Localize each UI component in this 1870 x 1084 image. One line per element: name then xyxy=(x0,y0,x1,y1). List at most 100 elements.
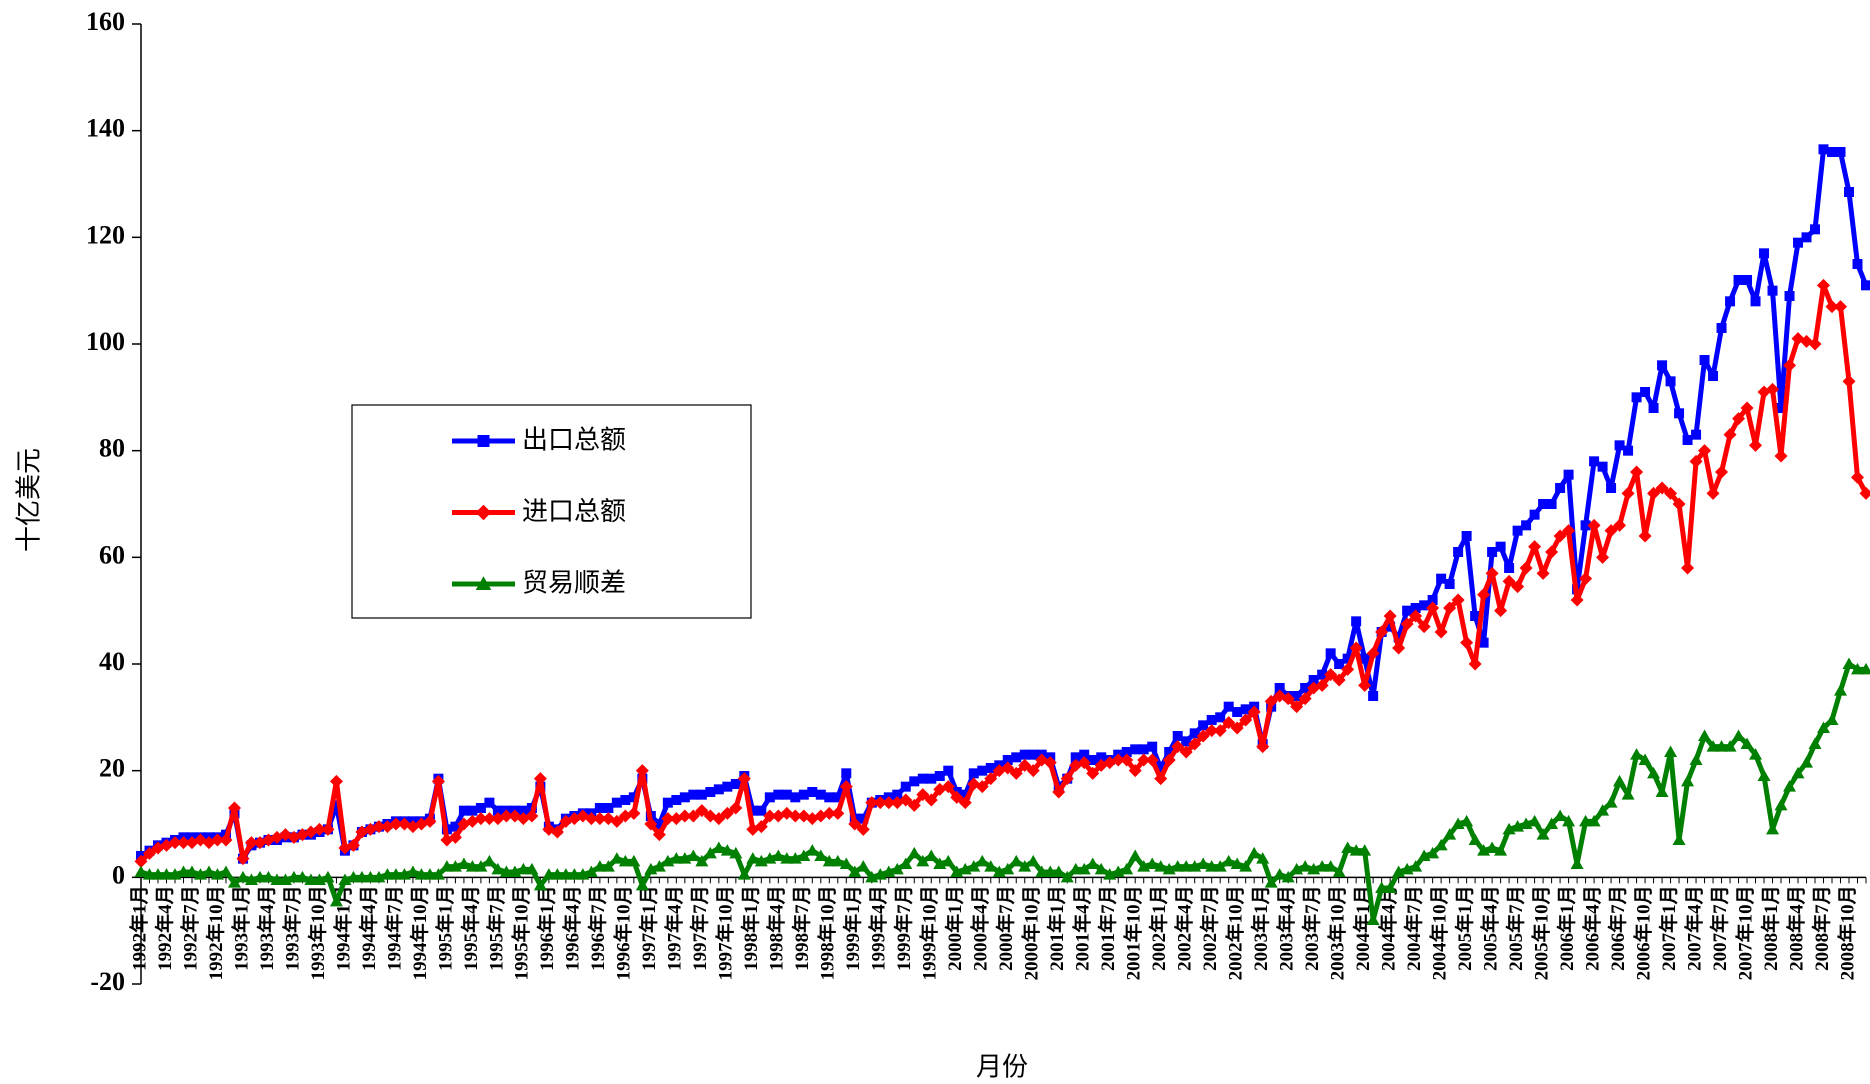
x-tick-label: 1997年10月 xyxy=(714,885,737,980)
data-point xyxy=(584,812,598,826)
data-point xyxy=(941,780,955,794)
data-point xyxy=(1759,248,1770,259)
data-point xyxy=(856,822,870,836)
data-point xyxy=(1706,486,1720,500)
data-point xyxy=(1451,593,1465,607)
data-point xyxy=(1733,275,1744,285)
data-point xyxy=(1332,865,1346,877)
data-point xyxy=(720,806,734,820)
data-point xyxy=(797,849,811,861)
data-point xyxy=(1324,668,1338,682)
data-point xyxy=(499,809,513,823)
data-point xyxy=(822,854,836,867)
data-point xyxy=(1655,481,1669,495)
legend-label: 出口总额 xyxy=(522,426,626,456)
data-point xyxy=(1111,753,1125,767)
data-point xyxy=(729,846,743,859)
data-point xyxy=(227,876,241,888)
y-tick-label: 60 xyxy=(99,540,125,569)
x-tick-label: 2007年4月 xyxy=(1682,885,1705,971)
x-tick-label: 2005年7月 xyxy=(1504,885,1527,971)
data-point xyxy=(1528,540,1542,554)
data-point xyxy=(958,796,972,810)
data-point xyxy=(1468,657,1482,671)
data-point xyxy=(1128,849,1142,861)
data-point xyxy=(1383,609,1397,623)
x-tick-label: 2004年4月 xyxy=(1376,885,1399,971)
data-point xyxy=(746,852,760,864)
data-point xyxy=(1130,744,1141,755)
data-point xyxy=(448,830,462,844)
data-point xyxy=(1172,731,1183,741)
data-point xyxy=(754,820,768,834)
data-point xyxy=(839,780,853,794)
data-point xyxy=(831,806,845,820)
data-point xyxy=(1638,753,1652,765)
data-point xyxy=(601,860,615,872)
data-point xyxy=(1400,617,1414,631)
data-point xyxy=(1409,609,1423,623)
x-tick-label: 2004年1月 xyxy=(1351,885,1374,971)
data-point xyxy=(518,805,529,816)
x-tick-label: 1997年4月 xyxy=(663,885,686,971)
data-point xyxy=(550,868,564,880)
data-point xyxy=(1732,412,1746,426)
data-point xyxy=(219,833,233,847)
data-point xyxy=(1290,700,1304,714)
data-point xyxy=(168,836,182,850)
data-point xyxy=(627,854,641,867)
data-point xyxy=(185,865,199,877)
data-point xyxy=(890,862,904,875)
data-point xyxy=(1715,465,1729,479)
data-point xyxy=(550,825,564,839)
data-point xyxy=(661,812,675,826)
data-point xyxy=(1281,870,1295,883)
data-point xyxy=(788,809,802,823)
data-point xyxy=(1681,774,1695,787)
data-point xyxy=(1349,641,1363,655)
data-point xyxy=(1477,588,1491,602)
data-point xyxy=(1009,766,1023,780)
data-point xyxy=(1725,296,1736,307)
x-tick-label: 2008年7月 xyxy=(1810,885,1833,971)
data-point xyxy=(712,812,726,826)
data-point xyxy=(1349,844,1363,856)
x-tick-label: 2003年1月 xyxy=(1249,885,1272,971)
data-point xyxy=(807,787,818,797)
x-tick-label: 2007年10月 xyxy=(1733,885,1756,980)
x-tick-label: 2003年10月 xyxy=(1326,885,1349,980)
data-point xyxy=(1366,646,1380,660)
data-point xyxy=(848,865,862,877)
data-point xyxy=(287,870,301,883)
data-point xyxy=(467,805,478,816)
data-point xyxy=(1545,545,1559,559)
data-point xyxy=(1325,648,1336,659)
x-tick-label: 1999年1月 xyxy=(841,885,864,971)
data-point xyxy=(1613,774,1627,787)
data-point xyxy=(1596,550,1610,564)
data-point xyxy=(1494,604,1508,618)
data-point xyxy=(1664,745,1678,757)
x-tick-label: 1999年7月 xyxy=(892,885,915,971)
data-point xyxy=(295,870,309,883)
x-tick-label: 1997年7月 xyxy=(688,885,711,971)
data-point xyxy=(1504,563,1515,573)
data-point xyxy=(1426,846,1440,859)
data-point xyxy=(730,779,741,789)
data-point xyxy=(210,833,224,847)
data-point xyxy=(236,852,250,866)
data-point xyxy=(703,846,717,859)
data-point xyxy=(1750,296,1761,307)
data-point xyxy=(882,796,896,810)
data-point xyxy=(941,854,955,867)
x-tick-label: 2000年4月 xyxy=(969,885,992,971)
data-point xyxy=(1657,360,1668,371)
data-point xyxy=(1767,285,1778,296)
x-tick-label: 2003年7月 xyxy=(1300,885,1323,971)
data-point xyxy=(1358,844,1372,856)
data-point xyxy=(781,789,792,800)
x-tick-label: 2005年4月 xyxy=(1478,885,1501,971)
data-point xyxy=(815,789,826,800)
data-point xyxy=(805,844,819,856)
data-point xyxy=(1205,724,1219,738)
